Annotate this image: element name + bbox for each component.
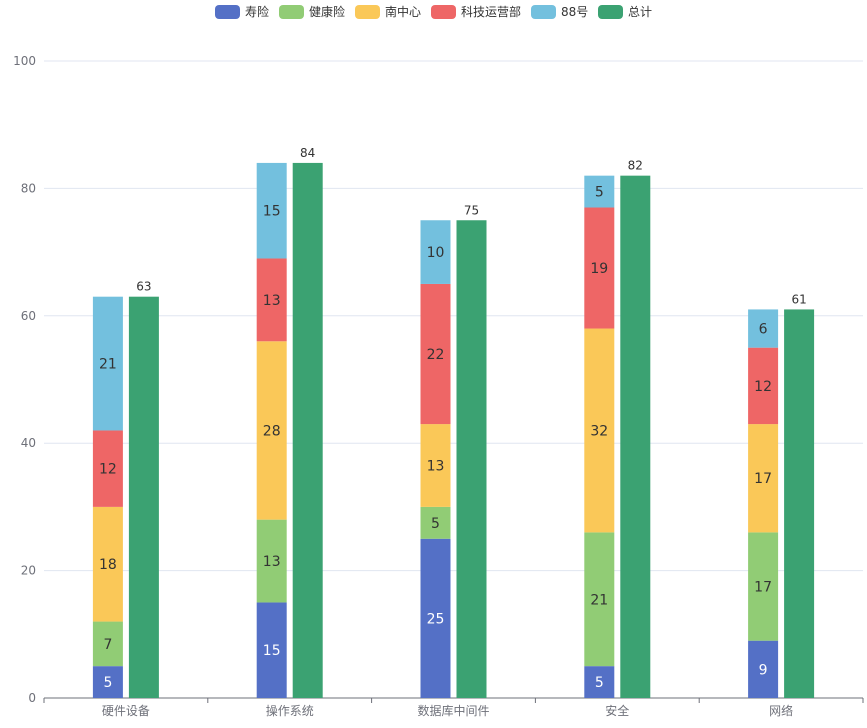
segment-value-label: 22 [427, 347, 445, 363]
segment-value-label: 13 [263, 554, 281, 570]
bars [92, 162, 815, 699]
legend-item[interactable]: 88号 [531, 5, 588, 19]
legend-item[interactable]: 寿险 [215, 4, 269, 19]
stacked-bar-segment[interactable] [92, 506, 123, 622]
segment-value-label: 5 [431, 516, 440, 532]
total-value-label: 84 [300, 146, 315, 160]
segment-value-label: 6 [759, 322, 768, 338]
stacked-bar-segment[interactable] [748, 309, 779, 348]
stacked-bar-segment[interactable] [256, 162, 287, 259]
legend[interactable]: 寿险 健康险 南中心 科技运营部 88号 总计 [215, 4, 652, 19]
legend-label: 南中心 [385, 4, 421, 19]
stacked-bar-segment[interactable] [92, 430, 123, 507]
stacked-bar-segment[interactable] [748, 424, 779, 533]
stacked-bar-segment[interactable] [420, 283, 451, 425]
legend-item[interactable]: 总计 [598, 5, 652, 19]
segment-value-label: 12 [99, 462, 117, 478]
stacked-bar-segment[interactable] [92, 296, 123, 431]
legend-swatch [279, 5, 304, 19]
legend-swatch [431, 5, 456, 19]
total-bar[interactable] [128, 296, 159, 698]
x-tick-label: 安全 [605, 703, 629, 718]
stacked-bar-segment[interactable] [92, 666, 123, 698]
legend-label: 科技运营部 [461, 4, 521, 19]
legend-swatch [598, 5, 623, 19]
stacked-bar-segment[interactable] [584, 532, 615, 667]
stacked-bar-segment[interactable] [256, 519, 287, 603]
total-bar[interactable] [620, 175, 651, 698]
stacked-bar-segment[interactable] [256, 341, 287, 520]
y-tick-label: 20 [21, 564, 36, 578]
segment-value-label: 5 [103, 675, 112, 691]
legend-item[interactable]: 科技运营部 [431, 4, 521, 19]
segment-value-label: 21 [590, 592, 608, 608]
x-tick-label: 硬件设备 [102, 704, 150, 718]
x-tick-label: 数据库中间件 [417, 703, 489, 718]
total-value-label: 82 [628, 159, 643, 173]
total-value-label: 75 [464, 203, 479, 217]
legend-swatch [355, 5, 380, 19]
segment-value-label: 9 [759, 662, 768, 678]
y-tick-label: 0 [28, 691, 36, 705]
y-tick-label: 100 [13, 54, 36, 68]
segment-value-label: 17 [754, 580, 772, 596]
data-labels: 5 7 18 12 21 63 15 13 28 13 15 84 25 5 13 22 10 75 5 21 32 19… [99, 146, 807, 691]
legend-swatch [531, 5, 556, 19]
total-bar[interactable] [456, 220, 487, 698]
legend-swatch [215, 5, 240, 19]
y-tick-label: 40 [21, 436, 36, 450]
segment-value-label: 10 [427, 245, 445, 261]
segment-value-label: 28 [263, 423, 281, 439]
legend-label: 寿险 [245, 4, 269, 19]
total-value-label: 61 [791, 292, 806, 306]
stacked-bar-segment[interactable] [584, 207, 615, 329]
segment-value-label: 15 [263, 204, 281, 220]
legend-item[interactable]: 南中心 [355, 4, 421, 19]
legend-label: 总计 [628, 5, 652, 19]
y-tick-label: 80 [21, 181, 36, 195]
segment-value-label: 5 [595, 675, 604, 691]
stacked-bar-segment[interactable] [92, 621, 123, 667]
legend-label: 健康险 [309, 4, 345, 19]
segment-value-label: 5 [595, 185, 604, 201]
segment-value-label: 18 [99, 557, 117, 573]
stacked-bar-segment[interactable] [420, 220, 451, 284]
segment-value-label: 13 [427, 458, 445, 474]
stacked-bar-segment[interactable] [584, 666, 615, 698]
legend-label: 88号 [561, 5, 588, 19]
stacked-bar-segment[interactable] [748, 347, 779, 425]
total-value-label: 63 [136, 280, 151, 294]
legend-item[interactable]: 健康险 [279, 4, 345, 19]
segment-value-label: 19 [590, 261, 608, 277]
stacked-bar-segment[interactable] [584, 328, 615, 533]
segment-value-label: 32 [590, 423, 608, 439]
segment-value-label: 17 [754, 471, 772, 487]
grid-lines [44, 60, 863, 572]
stacked-bar-segment[interactable] [748, 532, 779, 641]
y-tick-label: 60 [21, 309, 36, 323]
stacked-bar-segment[interactable] [420, 538, 451, 698]
axes: 0 20 40 60 80 100 硬件设备 操作系统 数据库中间件 安全 网络 [13, 54, 864, 718]
total-bar[interactable] [784, 309, 815, 698]
segment-value-label: 21 [99, 357, 117, 373]
x-tick-label: 操作系统 [266, 703, 314, 718]
stacked-bar-segment[interactable] [584, 175, 615, 208]
segment-value-label: 25 [427, 611, 445, 627]
segment-value-label: 13 [263, 293, 281, 309]
stacked-bar-segment[interactable] [256, 258, 287, 342]
stacked-bar-segment[interactable] [420, 424, 451, 507]
total-bar[interactable] [292, 162, 323, 699]
stacked-bar-segment[interactable] [256, 602, 287, 698]
segment-value-label: 12 [754, 379, 772, 395]
stacked-bar-segment[interactable] [748, 640, 779, 698]
x-tick-label: 网络 [769, 703, 793, 718]
segment-value-label: 7 [103, 637, 112, 653]
segment-value-label: 15 [263, 643, 281, 659]
stacked-bar-segment[interactable] [420, 506, 451, 539]
